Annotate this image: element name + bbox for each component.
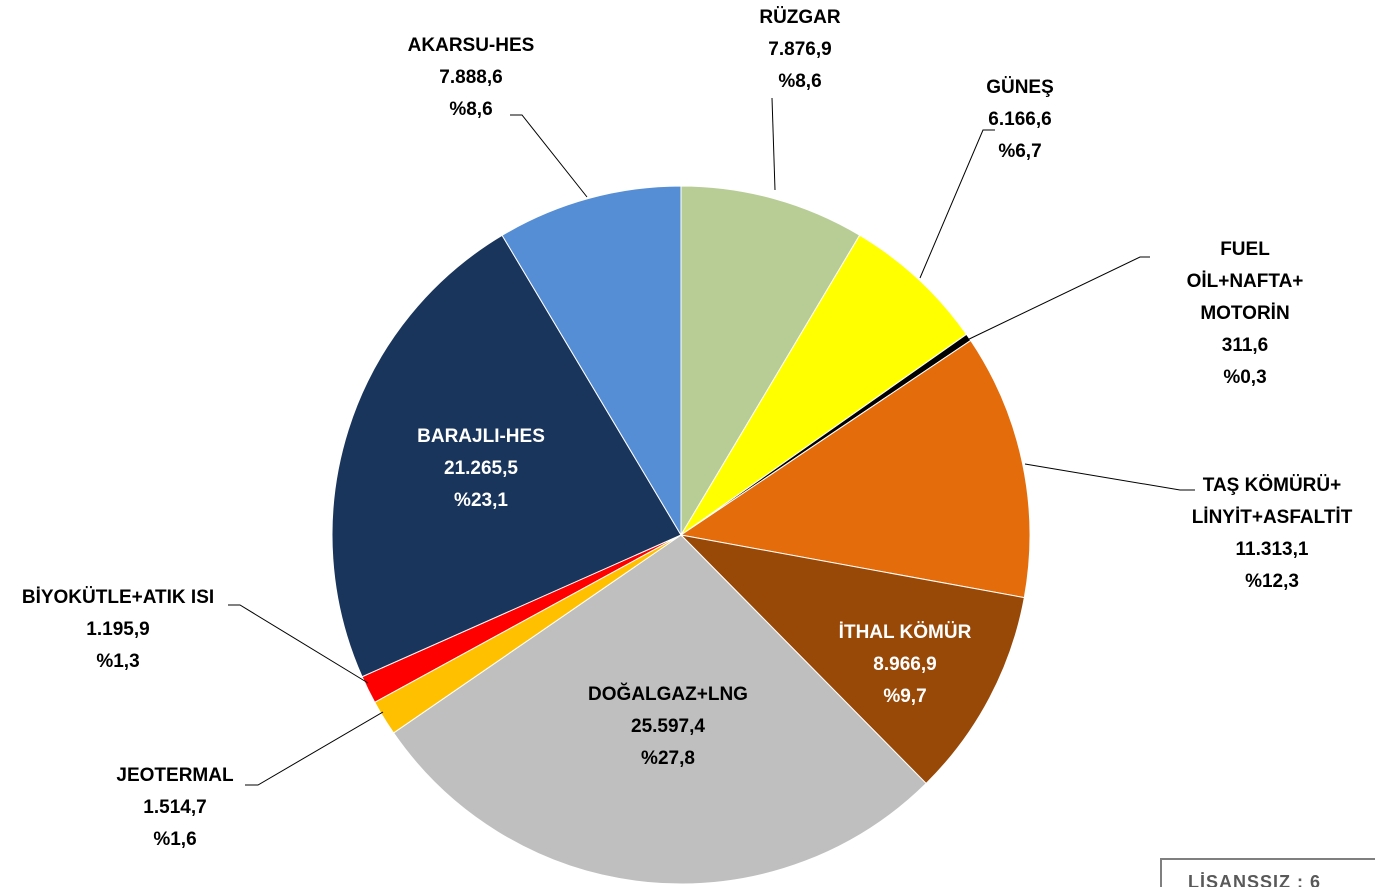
slice xyxy=(392,534,927,885)
leader-line xyxy=(962,256,1150,343)
percent-label: %8,6 xyxy=(449,99,493,120)
slice-name: RÜZGAR xyxy=(759,7,841,28)
data-label: AKARSU-HES 7.888,6 %8,6 xyxy=(408,30,535,126)
data-label: FUEL OİL+NAFTA+ MOTORİN 311,6 %0,3 xyxy=(1180,234,1310,394)
slice xyxy=(680,234,968,536)
percent-label: %27,8 xyxy=(641,748,695,769)
data-label: DOĞALGAZ+LNG 25.597,4 %27,8 xyxy=(588,679,748,775)
slice-name: GÜNEŞ xyxy=(986,77,1054,98)
value-label: 7.888,6 xyxy=(439,67,503,88)
footer-note: LİSANSSIZ : 6 xyxy=(1160,858,1375,887)
slice-name: BARAJLI-HES xyxy=(417,426,545,447)
percent-label: %0,3 xyxy=(1223,367,1267,388)
data-label: GÜNEŞ 6.166,6 %6,7 xyxy=(986,72,1054,168)
data-label: TAŞ KÖMÜRÜ+ LİNYİT+ASFALTİT 11.313,1 %12,3 xyxy=(1192,470,1353,598)
value-label: 21.265,5 xyxy=(444,458,518,479)
slice xyxy=(679,534,1025,785)
percent-label: %12,3 xyxy=(1245,571,1299,592)
slice-name: AKARSU-HES xyxy=(407,35,535,56)
leader-line xyxy=(228,604,369,684)
value-label: 6.166,6 xyxy=(988,109,1052,130)
slice xyxy=(680,185,861,537)
slice-name: DOĞALGAZ+LNG xyxy=(588,684,748,705)
data-label: BARAJLI-HES 21.265,5 %23,1 xyxy=(417,421,545,517)
slice xyxy=(331,234,682,678)
value-label: 1.514,7 xyxy=(143,797,207,818)
percent-label: %8,6 xyxy=(778,71,822,92)
data-label: İTHAL KÖMÜR 8.966,9 %9,7 xyxy=(839,617,972,713)
value-label: 7.876,9 xyxy=(768,39,832,60)
value-label: 25.597,4 xyxy=(631,716,705,737)
slice xyxy=(501,185,682,537)
value-label: 1.195,9 xyxy=(86,619,150,640)
leader-line xyxy=(771,97,776,191)
leader-line xyxy=(919,129,995,279)
value-label: 11.313,1 xyxy=(1235,539,1309,560)
value-label: 311,6 xyxy=(1221,335,1269,356)
percent-label: %1,3 xyxy=(96,651,140,672)
percent-label: %6,7 xyxy=(998,141,1042,162)
leader-line xyxy=(1024,463,1195,491)
percent-label: %9,7 xyxy=(883,686,927,707)
slice-name: İTHAL KÖMÜR xyxy=(838,622,972,643)
percent-label: %1,6 xyxy=(153,829,197,850)
leader-line xyxy=(245,711,384,786)
slice-name: BİYOKÜTLE+ATIK ISI xyxy=(21,587,215,608)
data-label: RÜZGAR 7.876,9 %8,6 xyxy=(759,2,840,98)
slice-name: JEOTERMAL xyxy=(116,765,234,786)
value-label: 8.966,9 xyxy=(873,654,937,675)
percent-label: %23,1 xyxy=(454,490,508,511)
leader-line xyxy=(510,114,588,198)
data-label: JEOTERMAL 1.514,7 %1,6 xyxy=(116,760,233,856)
slice-name: FUEL OİL+NAFTA+ MOTORİN xyxy=(1186,239,1304,324)
slice xyxy=(679,339,1031,599)
slice-name: TAŞ KÖMÜRÜ+ LİNYİT+ASFALTİT xyxy=(1191,475,1353,528)
data-label: BİYOKÜTLE+ATIK ISI 1.195,9 %1,3 xyxy=(22,582,214,678)
